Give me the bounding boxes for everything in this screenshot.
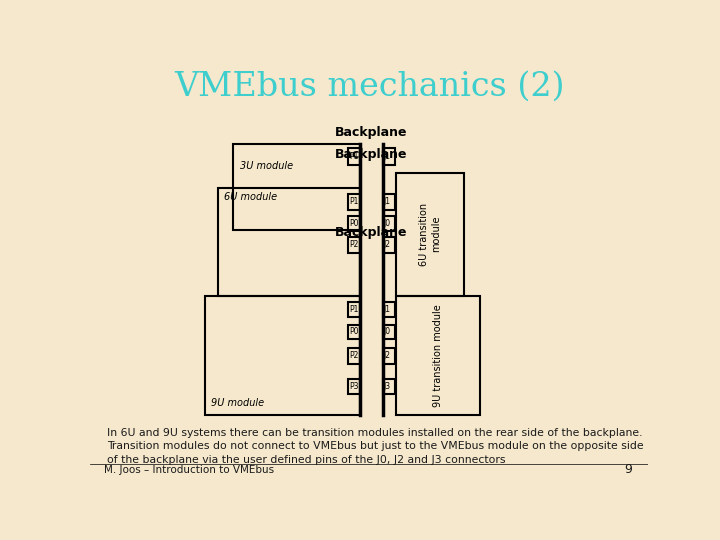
Bar [383,194,395,210]
Bar [348,379,360,394]
Text: J2: J2 [384,240,391,249]
Text: VMEbus mechanics (2): VMEbus mechanics (2) [174,70,564,103]
Text: P0: P0 [349,327,359,336]
Text: 6U module: 6U module [224,192,277,202]
Text: P1: P1 [349,305,359,314]
Text: Backplane: Backplane [335,226,408,239]
Text: 3U module: 3U module [240,161,293,171]
Text: P2: P2 [349,352,359,360]
Bar [348,302,360,318]
Text: 9U transition module: 9U transition module [433,304,443,407]
Text: P1: P1 [349,152,359,161]
Text: 9: 9 [625,463,632,476]
Text: J1: J1 [384,197,391,206]
Bar [396,173,464,296]
Text: 6U transition
module: 6U transition module [420,202,441,266]
Text: J1: J1 [384,152,391,161]
Bar [383,237,395,253]
Bar [396,296,480,415]
Text: M. Joos – Introduction to VMEbus: M. Joos – Introduction to VMEbus [104,465,274,475]
Bar [383,379,395,394]
Bar [348,325,360,339]
Bar [348,348,360,363]
Bar [383,148,395,165]
Bar [383,348,395,363]
Text: Backplane: Backplane [335,126,408,139]
Bar [348,215,360,231]
Bar [348,194,360,210]
Bar [204,296,360,415]
Bar [348,148,360,165]
Text: J0: J0 [384,327,391,336]
Text: P1: P1 [349,197,359,206]
Bar [233,144,360,231]
Bar [383,302,395,318]
Text: Backplane: Backplane [335,147,408,160]
Text: J1: J1 [384,305,391,314]
Bar [348,237,360,253]
Text: J2: J2 [384,352,391,360]
Text: P0: P0 [349,219,359,228]
Bar [218,188,360,296]
Text: P3: P3 [349,382,359,391]
Text: In 6U and 9U systems there can be transition modules installed on the rear side : In 6U and 9U systems there can be transi… [107,428,644,464]
Bar [383,325,395,339]
Text: P2: P2 [349,240,359,249]
Text: J3: J3 [384,382,391,391]
Bar [383,215,395,231]
Text: J0: J0 [384,219,391,228]
Text: 9U module: 9U module [211,398,264,408]
